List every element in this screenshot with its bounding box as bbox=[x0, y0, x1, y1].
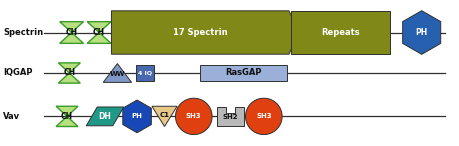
Text: DH: DH bbox=[99, 112, 112, 121]
Text: Vav: Vav bbox=[3, 112, 20, 121]
Polygon shape bbox=[112, 11, 299, 54]
Polygon shape bbox=[200, 65, 287, 81]
Text: PH: PH bbox=[415, 28, 428, 37]
Polygon shape bbox=[58, 63, 80, 83]
Polygon shape bbox=[56, 106, 78, 126]
Polygon shape bbox=[123, 100, 151, 133]
Text: SH3: SH3 bbox=[256, 113, 272, 119]
Text: 17 Spectrin: 17 Spectrin bbox=[173, 28, 228, 37]
Text: IQGAP: IQGAP bbox=[3, 68, 33, 78]
Polygon shape bbox=[403, 11, 441, 54]
Polygon shape bbox=[291, 11, 390, 54]
Text: WW: WW bbox=[110, 71, 125, 77]
Polygon shape bbox=[152, 106, 177, 126]
Text: SH3: SH3 bbox=[186, 113, 202, 119]
Text: PH: PH bbox=[132, 113, 142, 119]
Polygon shape bbox=[86, 107, 124, 126]
Polygon shape bbox=[175, 98, 212, 135]
Polygon shape bbox=[217, 107, 244, 126]
Text: CH: CH bbox=[63, 68, 75, 78]
Polygon shape bbox=[87, 22, 111, 43]
Text: Repeats: Repeats bbox=[321, 28, 360, 37]
Polygon shape bbox=[246, 98, 282, 135]
Text: C1: C1 bbox=[160, 112, 169, 118]
Text: CH: CH bbox=[61, 112, 73, 121]
Text: RasGAP: RasGAP bbox=[225, 68, 262, 78]
Polygon shape bbox=[136, 65, 154, 81]
Text: CH: CH bbox=[93, 28, 105, 37]
Text: Spectrin: Spectrin bbox=[3, 28, 43, 37]
Polygon shape bbox=[60, 22, 84, 43]
Text: CH: CH bbox=[66, 28, 78, 37]
Polygon shape bbox=[103, 64, 132, 82]
Text: 4 IQ: 4 IQ bbox=[138, 71, 152, 75]
Text: SH2: SH2 bbox=[223, 114, 238, 120]
